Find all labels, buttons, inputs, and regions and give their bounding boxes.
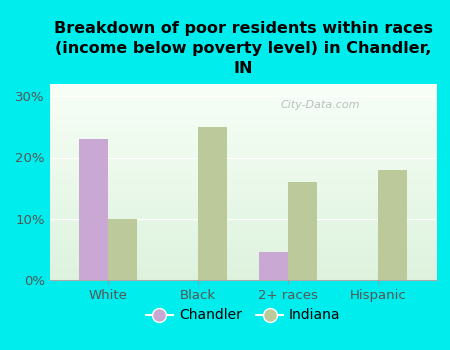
Bar [288, 182, 317, 280]
Bar [198, 127, 227, 280]
Title: Breakdown of poor residents within races
(income below poverty level) in Chandle: Breakdown of poor residents within races… [54, 21, 432, 76]
Bar [378, 170, 407, 280]
Bar [108, 219, 137, 280]
Text: City-Data.com: City-Data.com [281, 99, 360, 110]
Bar [259, 252, 288, 280]
Bar [79, 139, 108, 280]
Legend: Chandler, Indiana: Chandler, Indiana [140, 303, 346, 328]
